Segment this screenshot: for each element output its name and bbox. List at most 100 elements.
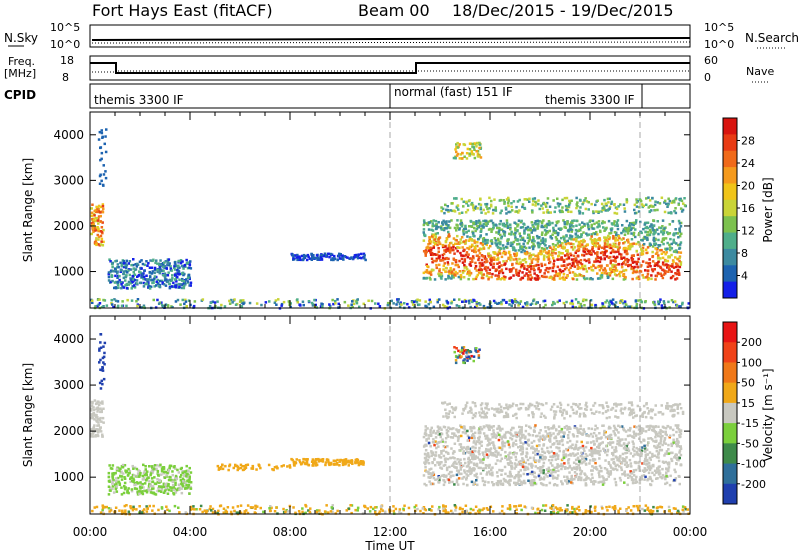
echo-cell	[341, 256, 344, 259]
echo-cell	[594, 257, 598, 261]
echo-cell	[100, 420, 103, 423]
echo-cell	[601, 475, 604, 478]
echo-cell	[291, 458, 294, 462]
echo-cell	[523, 229, 526, 232]
echo-cell	[473, 226, 476, 230]
echo-cell	[435, 223, 438, 227]
echo-cell	[403, 504, 406, 507]
echo-cell	[477, 202, 481, 206]
echo-cell	[604, 209, 607, 212]
echo-cell	[153, 285, 156, 288]
echo-cell	[148, 504, 151, 508]
echo-cell	[386, 301, 390, 305]
echo-cell	[155, 467, 158, 470]
echo-cell	[665, 450, 669, 453]
echo-cell	[441, 207, 445, 211]
echo-cell	[576, 452, 580, 455]
echo-cell	[593, 238, 597, 241]
echo-cell	[438, 478, 441, 481]
echo-cell	[537, 241, 540, 245]
echo-cell	[356, 458, 360, 462]
echo-cell	[542, 219, 545, 222]
echo-cell	[605, 236, 608, 239]
echo-cell	[437, 238, 440, 241]
echo-cell	[447, 233, 451, 236]
echo-cell	[607, 244, 611, 248]
echo-cell	[159, 259, 162, 262]
echo-cell	[494, 209, 498, 212]
echo-cell	[656, 477, 659, 480]
echo-cell	[455, 428, 458, 431]
echo-cell	[577, 229, 580, 232]
echo-cell	[670, 299, 674, 302]
echo-cell	[473, 148, 476, 151]
echo-cell	[342, 258, 345, 261]
echo-cell	[656, 509, 659, 513]
echo-cell	[241, 468, 245, 472]
echo-cell	[228, 302, 232, 305]
echo-cell	[636, 506, 640, 509]
echo-cell	[189, 267, 193, 270]
echo-cell	[239, 504, 243, 507]
echo-cell	[630, 232, 633, 235]
echo-cell	[94, 219, 97, 223]
echo-cell	[160, 506, 164, 509]
echo-cell	[157, 282, 160, 285]
echo-cell	[179, 482, 183, 486]
echo-cell	[223, 305, 227, 308]
echo-cell	[432, 224, 435, 227]
echo-cell	[499, 435, 502, 438]
echo-cell	[608, 237, 611, 241]
echo-cell	[477, 155, 480, 158]
echo-cell	[574, 228, 578, 232]
echo-cell	[305, 258, 309, 262]
echo-cell	[555, 272, 558, 276]
echo-cell	[579, 259, 583, 262]
echo-cell	[614, 260, 617, 263]
echo-cell	[461, 254, 465, 257]
echo-cell	[186, 276, 190, 280]
echo-cell	[531, 239, 534, 242]
echo-cell	[465, 251, 469, 254]
echo-cell	[556, 202, 560, 205]
echo-cell	[653, 268, 656, 271]
echo-cell	[466, 147, 470, 151]
echo-cell	[98, 418, 102, 422]
echo-cell	[644, 276, 648, 279]
echo-cell	[562, 258, 566, 262]
echo-cell	[576, 254, 580, 258]
echo-cell	[623, 458, 627, 461]
echo-cell	[227, 468, 230, 472]
echo-cell	[660, 240, 664, 244]
echo-cell	[582, 201, 585, 204]
echo-cell	[590, 238, 594, 242]
echo-cell	[159, 267, 162, 270]
echo-cell	[574, 458, 578, 462]
echo-cell	[518, 209, 521, 212]
echo-cell	[499, 278, 503, 281]
echo-cell	[146, 470, 149, 473]
echo-cell	[594, 252, 597, 255]
echo-cell	[162, 467, 166, 470]
echo-cell	[583, 277, 587, 281]
echo-cell	[427, 243, 430, 246]
echo-cell	[502, 232, 506, 236]
echo-cell	[552, 262, 555, 265]
echo-cell	[427, 302, 430, 306]
echo-cell	[432, 305, 436, 309]
echo-cell	[355, 301, 359, 305]
echo-cell	[474, 250, 477, 254]
echo-cell	[459, 277, 463, 281]
echo-cell	[596, 242, 600, 245]
echo-cell	[496, 258, 500, 261]
echo-cell	[514, 238, 518, 241]
echo-cell	[429, 249, 433, 252]
echo-cell	[504, 206, 508, 210]
echo-cell	[679, 447, 683, 450]
echo-cell	[463, 298, 467, 302]
echo-cell	[536, 219, 539, 223]
echo-cell	[594, 260, 598, 263]
echo-cell	[646, 226, 649, 230]
echo-cell	[174, 483, 177, 486]
echo-cell	[155, 284, 158, 287]
